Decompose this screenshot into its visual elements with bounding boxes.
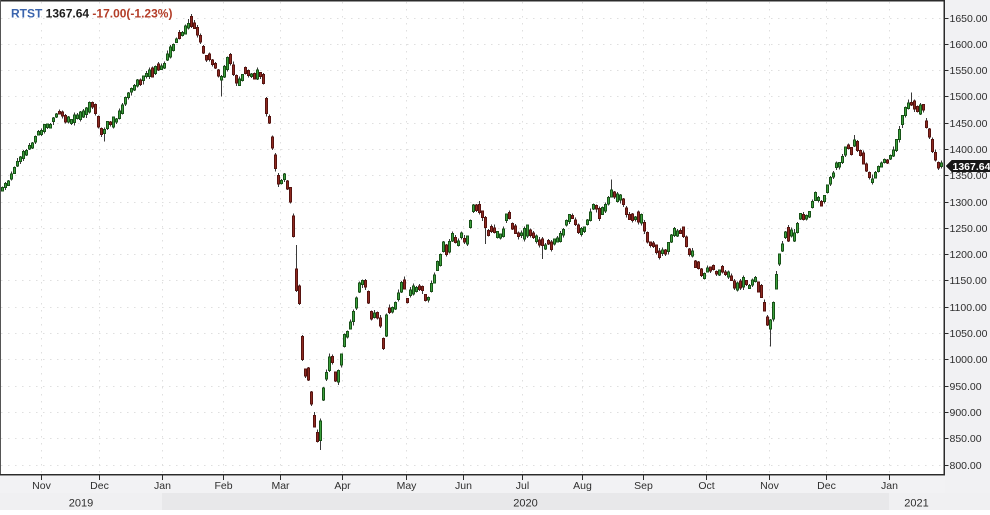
svg-text:Jul: Jul: [516, 480, 529, 492]
svg-text:Dec: Dec: [90, 480, 109, 492]
svg-text:1100.00: 1100.00: [950, 302, 987, 314]
svg-text:1550.00: 1550.00: [950, 65, 988, 77]
svg-text:Aug: Aug: [573, 480, 592, 492]
svg-text:1400.00: 1400.00: [950, 144, 988, 156]
svg-text:1600.00: 1600.00: [950, 39, 988, 51]
svg-text:800.00: 800.00: [950, 460, 982, 472]
svg-text:1150.00: 1150.00: [950, 275, 987, 287]
svg-text:1450.00: 1450.00: [950, 118, 988, 130]
svg-text:1050.00: 1050.00: [950, 328, 988, 340]
svg-text:Mar: Mar: [271, 480, 290, 492]
svg-text:900.00: 900.00: [950, 407, 982, 419]
svg-text:RTST 1367.64 -17.00(-1.23%): RTST 1367.64 -17.00(-1.23%): [11, 7, 172, 21]
svg-text:Jun: Jun: [455, 480, 472, 492]
svg-text:950.00: 950.00: [950, 381, 982, 393]
svg-text:1000.00: 1000.00: [950, 354, 988, 366]
svg-text:Oct: Oct: [698, 480, 714, 492]
svg-text:2021: 2021: [904, 498, 928, 510]
svg-text:1367.64: 1367.64: [953, 161, 990, 173]
svg-text:2020: 2020: [513, 498, 537, 510]
svg-text:Jan: Jan: [154, 480, 171, 492]
svg-text:Nov: Nov: [32, 480, 51, 492]
svg-text:850.00: 850.00: [950, 433, 982, 445]
svg-text:1300.00: 1300.00: [950, 197, 988, 209]
svg-text:1650.00: 1650.00: [950, 13, 988, 25]
svg-text:Sep: Sep: [634, 480, 653, 492]
svg-text:1250.00: 1250.00: [950, 223, 988, 235]
svg-text:May: May: [397, 480, 418, 492]
svg-text:1200.00: 1200.00: [950, 249, 988, 261]
svg-text:Apr: Apr: [334, 480, 351, 492]
svg-text:Feb: Feb: [214, 480, 232, 492]
svg-text:Dec: Dec: [817, 480, 836, 492]
svg-text:1500.00: 1500.00: [950, 91, 988, 103]
svg-text:Nov: Nov: [760, 480, 779, 492]
svg-text:Jan: Jan: [881, 480, 898, 492]
svg-text:2019: 2019: [69, 498, 93, 510]
